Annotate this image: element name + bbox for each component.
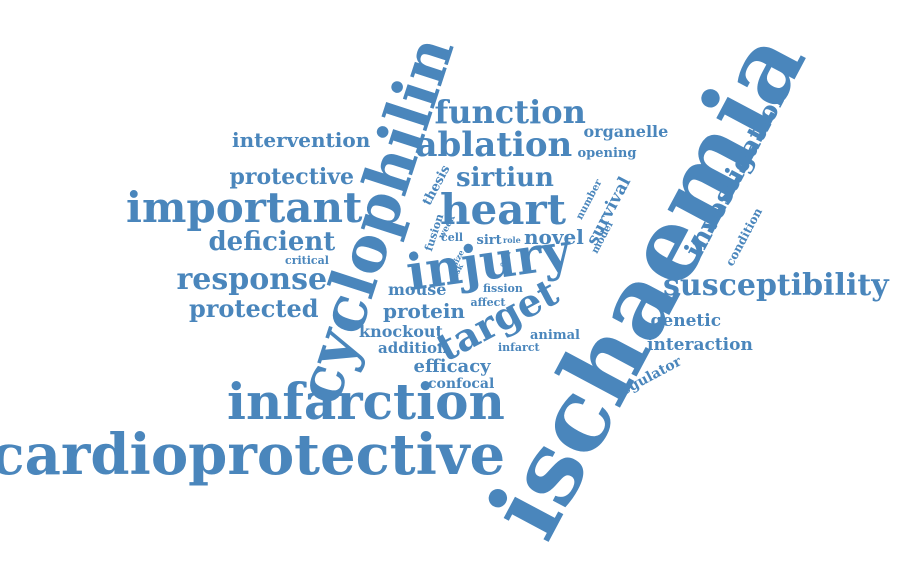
word-organelle: organelle	[583, 122, 669, 141]
word-response: response	[176, 262, 328, 297]
word-knockout: knockout	[359, 322, 443, 341]
word-cardioprotective: cardioprotective	[0, 422, 506, 488]
word-role: role	[503, 235, 521, 245]
word-sirtiun: sirtiun	[456, 163, 554, 193]
word-ablation: ablation	[415, 125, 573, 165]
word-novel: novel	[524, 225, 584, 249]
word-protected: protected	[189, 294, 319, 323]
word-infarct: infarct	[498, 340, 540, 354]
word-sirt: sirt	[476, 232, 502, 248]
word-susceptibility: susceptibility	[663, 268, 889, 303]
word-cell: cell	[441, 230, 464, 244]
word-heart: heart	[440, 185, 566, 234]
word-protective: protective	[229, 164, 355, 190]
word-deficient: deficient	[208, 227, 336, 257]
word-infarction: infarction	[227, 372, 505, 431]
word-fission: fission	[483, 281, 523, 295]
word-intervention: intervention	[232, 128, 371, 152]
word-genetic: genetic	[650, 310, 722, 331]
word-protein: protein	[383, 299, 465, 323]
word-important: important	[126, 183, 363, 232]
word-critical: critical	[285, 253, 329, 267]
word-animal: animal	[530, 327, 580, 343]
word-mouse: mouse	[388, 280, 447, 299]
word-opening: opening	[577, 145, 637, 161]
word-affect: affect	[470, 295, 506, 309]
word-interaction: interaction	[647, 334, 753, 355]
word-addition: addition	[378, 338, 448, 357]
word-efficacy: efficacy	[413, 356, 491, 377]
word-confocal: confocal	[428, 376, 495, 392]
word-function: function	[434, 93, 586, 131]
